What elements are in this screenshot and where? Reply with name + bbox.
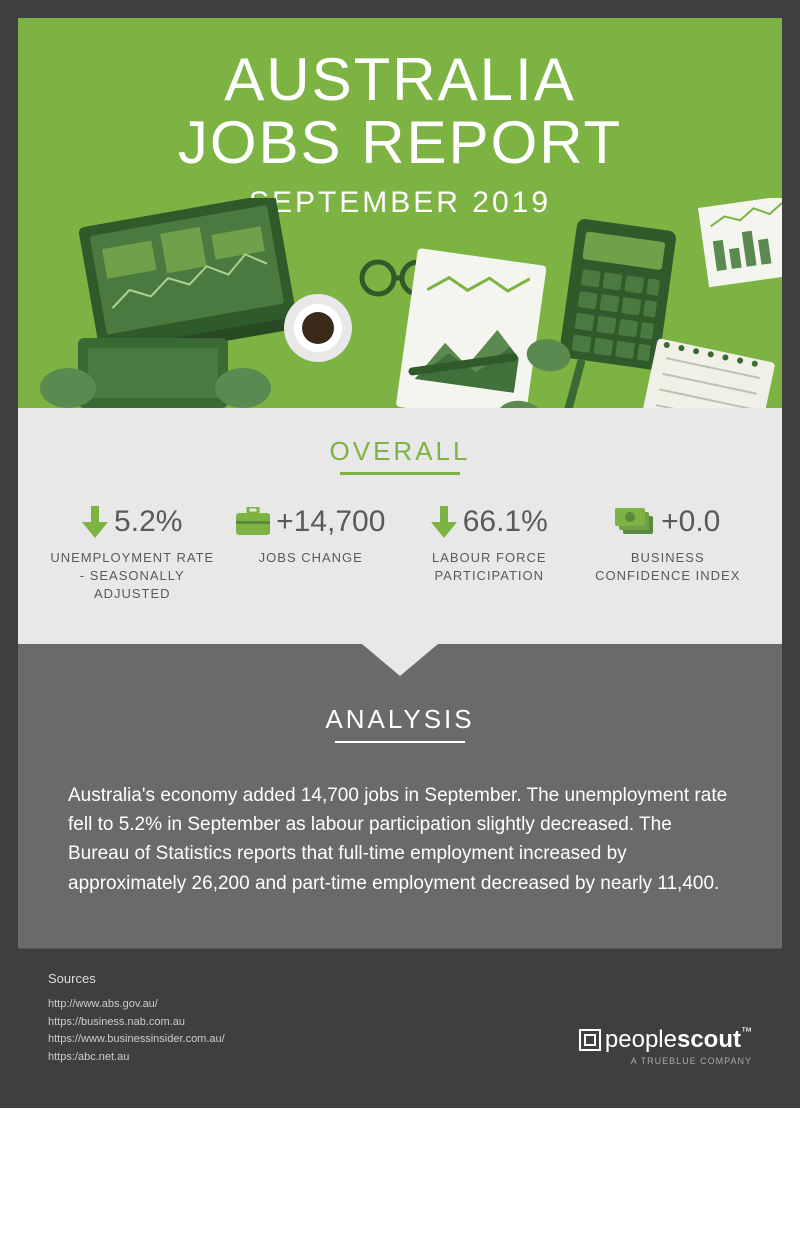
stat-label: LABOUR FORCE PARTICIPATION xyxy=(405,549,574,585)
stats-row: 5.2% UNEMPLOYMENT RATE - SEASONALLY ADJU… xyxy=(48,505,752,604)
stat-label: BUSINESS CONFIDENCE INDEX xyxy=(584,549,753,585)
source-link: https:/abc.net.au xyxy=(48,1049,225,1067)
analysis-heading: ANALYSIS xyxy=(68,704,732,743)
infographic-container: AUSTRALIA JOBS REPORT SEPTEMBER 2019 xyxy=(0,0,800,1108)
stat-value: 5.2% xyxy=(114,505,182,539)
sources-block: Sources http://www.abs.gov.au/ https://b… xyxy=(48,969,225,1066)
arrow-down-icon xyxy=(82,506,108,538)
stat-jobs-change: +14,700 JOBS CHANGE xyxy=(227,505,396,604)
source-link: https://business.nab.com.au xyxy=(48,1014,225,1032)
money-icon xyxy=(615,508,655,536)
stat-value: +0.0 xyxy=(661,505,720,539)
logo-icon xyxy=(579,1029,601,1051)
stat-label: JOBS CHANGE xyxy=(227,549,396,567)
logo-text: peoplescout™ xyxy=(605,1026,752,1054)
hero-section: AUSTRALIA JOBS REPORT SEPTEMBER 2019 xyxy=(18,18,782,408)
stat-labour-force: 66.1% LABOUR FORCE PARTICIPATION xyxy=(405,505,574,604)
arrow-down-icon xyxy=(431,506,457,538)
source-link: http://www.abs.gov.au/ xyxy=(48,996,225,1014)
logo-main: peoplescout™ xyxy=(579,1026,752,1054)
stat-business-confidence: +0.0 BUSINESS CONFIDENCE INDEX xyxy=(584,505,753,604)
analysis-body: Australia's economy added 14,700 jobs in… xyxy=(68,781,732,899)
stat-label: UNEMPLOYMENT RATE - SEASONALLY ADJUSTED xyxy=(48,549,217,604)
stat-value: 66.1% xyxy=(463,505,548,539)
logo-subtitle: A TRUEBLUE COMPANY xyxy=(579,1056,752,1066)
hero-title-line1: AUSTRALIA xyxy=(38,48,762,111)
stat-unemployment: 5.2% UNEMPLOYMENT RATE - SEASONALLY ADJU… xyxy=(48,505,217,604)
logo-block: peoplescout™ A TRUEBLUE COMPANY xyxy=(579,1026,752,1066)
analysis-section: ANALYSIS Australia's economy added 14,70… xyxy=(18,644,782,949)
footer-section: Sources http://www.abs.gov.au/ https://b… xyxy=(18,948,782,1090)
source-link: https://www.businessinsider.com.au/ xyxy=(48,1031,225,1049)
stat-value: +14,700 xyxy=(276,505,385,539)
overall-section: OVERALL 5.2% UNEMPLOYMENT RATE - SEASONA… xyxy=(18,408,782,644)
sources-title: Sources xyxy=(48,969,225,990)
hero-title-line2: JOBS REPORT xyxy=(38,111,762,174)
briefcase-icon xyxy=(236,507,270,537)
desk-illustration xyxy=(18,198,782,408)
overall-heading: OVERALL xyxy=(48,436,752,475)
hero-title: AUSTRALIA JOBS REPORT xyxy=(38,48,762,174)
